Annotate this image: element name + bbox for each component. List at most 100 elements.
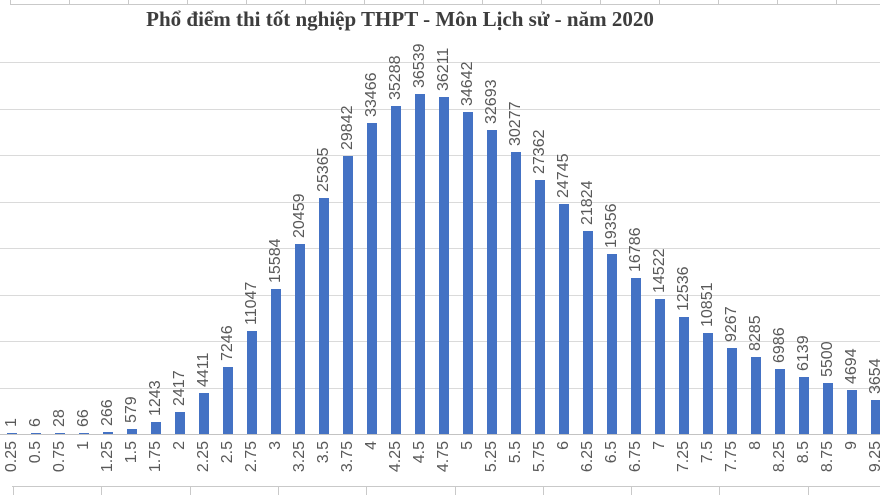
bar-value-label: 21824 <box>579 180 596 226</box>
bar <box>463 111 473 434</box>
bar <box>631 277 641 434</box>
bar <box>175 411 185 434</box>
bar <box>847 390 857 434</box>
bar-value-label: 5500 <box>819 341 836 377</box>
x-axis-tick-label: 2.75 <box>243 441 260 473</box>
bar <box>823 382 833 434</box>
x-axis-tick-label: 7.75 <box>723 441 740 473</box>
bar-value-label: 16786 <box>627 227 644 272</box>
x-axis-tick-label: 7.5 <box>699 441 716 464</box>
bar-value-label: 10851 <box>699 282 716 328</box>
x-axis-tick-label: 6.5 <box>603 441 620 464</box>
crop-tick <box>187 0 188 4</box>
bar-value-label: 3654 <box>867 358 880 395</box>
cropped-element-top-line <box>10 4 880 5</box>
x-axis-tick-label: 0.5 <box>27 441 44 464</box>
x-axis-tick-label: 3.5 <box>315 441 332 464</box>
bar <box>295 243 305 434</box>
x-axis-tick-label: 6.75 <box>627 441 644 473</box>
crop-tick <box>246 0 247 4</box>
bar <box>583 231 593 434</box>
bar-value-label: 14522 <box>651 248 668 293</box>
bar-value-label: 25365 <box>315 147 332 193</box>
bar-value-label: 30277 <box>507 101 524 147</box>
bar-value-label: 33466 <box>363 72 380 117</box>
crop-tick <box>543 487 544 495</box>
bar <box>31 433 41 434</box>
x-axis-tick-label: 3.25 <box>291 441 308 473</box>
bar-value-label: 6986 <box>771 327 788 364</box>
bar-value-label: 32693 <box>483 79 500 124</box>
crop-tick <box>366 487 367 495</box>
x-axis-tick-label: 2.5 <box>219 441 236 464</box>
bar-value-label: 66 <box>75 409 92 427</box>
bar-value-label: 4411 <box>195 352 212 387</box>
bar <box>103 431 113 434</box>
cropped-element-bottom-line <box>12 486 880 487</box>
x-axis-tick-label: 4.75 <box>435 441 452 473</box>
x-axis-tick-label: 5.75 <box>531 441 548 473</box>
bar-value-label: 29842 <box>339 105 356 151</box>
bar <box>535 179 545 434</box>
bar <box>655 298 665 434</box>
bar-value-label: 8285 <box>747 315 764 351</box>
bar-value-label: 7246 <box>219 325 236 361</box>
bar-value-label: 20459 <box>291 193 308 238</box>
x-axis-tick-label: 8.25 <box>771 441 788 473</box>
bar <box>703 333 713 434</box>
bar-value-label: 35288 <box>387 55 404 100</box>
x-axis-tick-label: 1.5 <box>123 441 140 464</box>
x-axis-tick-label: 4.25 <box>387 441 404 473</box>
crop-tick <box>808 487 809 495</box>
crop-tick <box>278 487 279 495</box>
x-axis-tick-label: 1.75 <box>147 441 164 473</box>
bar <box>775 369 785 434</box>
bar <box>415 94 425 434</box>
bar-value-label: 36211 <box>435 47 452 92</box>
bar-value-label: 11047 <box>243 281 260 326</box>
x-axis-tick-label: 5.5 <box>507 441 524 464</box>
bar <box>679 317 689 434</box>
x-axis-tick-label: 1 <box>75 441 92 450</box>
x-axis-tick-label: 9.25 <box>867 441 880 473</box>
x-axis-line <box>0 434 880 435</box>
x-axis-tick-label: 4.5 <box>411 441 428 464</box>
bar <box>799 376 809 434</box>
x-axis-tick-label: 8 <box>747 441 764 450</box>
bar <box>391 105 401 434</box>
crop-tick <box>836 0 837 4</box>
bar <box>751 356 761 434</box>
bar <box>223 366 233 434</box>
crop-tick <box>128 0 129 4</box>
bar <box>151 422 161 434</box>
x-axis-tick-label: 9 <box>843 441 860 450</box>
x-axis-tick-label: 4 <box>363 441 380 450</box>
x-axis-tick-label: 8.5 <box>795 441 812 464</box>
bar-value-label: 6139 <box>795 335 812 371</box>
bar-value-label: 4694 <box>843 348 860 385</box>
bar <box>55 433 65 434</box>
bar <box>199 392 209 434</box>
bar-value-label: 2417 <box>171 369 188 406</box>
bar-value-label: 9267 <box>723 306 740 342</box>
bar <box>319 198 329 434</box>
bar <box>871 400 880 434</box>
bar <box>367 122 377 434</box>
crop-tick <box>718 0 719 4</box>
bar <box>343 156 353 434</box>
bar <box>439 97 449 434</box>
bar-value-label: 27362 <box>531 129 548 174</box>
x-axis-tick-label: 6.25 <box>579 441 596 473</box>
x-axis-tick-label: 1.25 <box>99 441 116 473</box>
bar-value-label: 15584 <box>267 238 284 284</box>
crop-tick <box>455 487 456 495</box>
bar-value-label: 579 <box>123 395 140 423</box>
x-axis-tick-label: 0.25 <box>3 441 20 473</box>
x-axis-tick-label: 5.25 <box>483 441 500 473</box>
bar-value-label: 12536 <box>675 266 692 312</box>
x-axis-tick-label: 5 <box>459 441 476 450</box>
x-axis-tick-label: 2 <box>171 441 188 450</box>
crop-tick <box>600 0 601 4</box>
crop-tick <box>305 0 306 4</box>
